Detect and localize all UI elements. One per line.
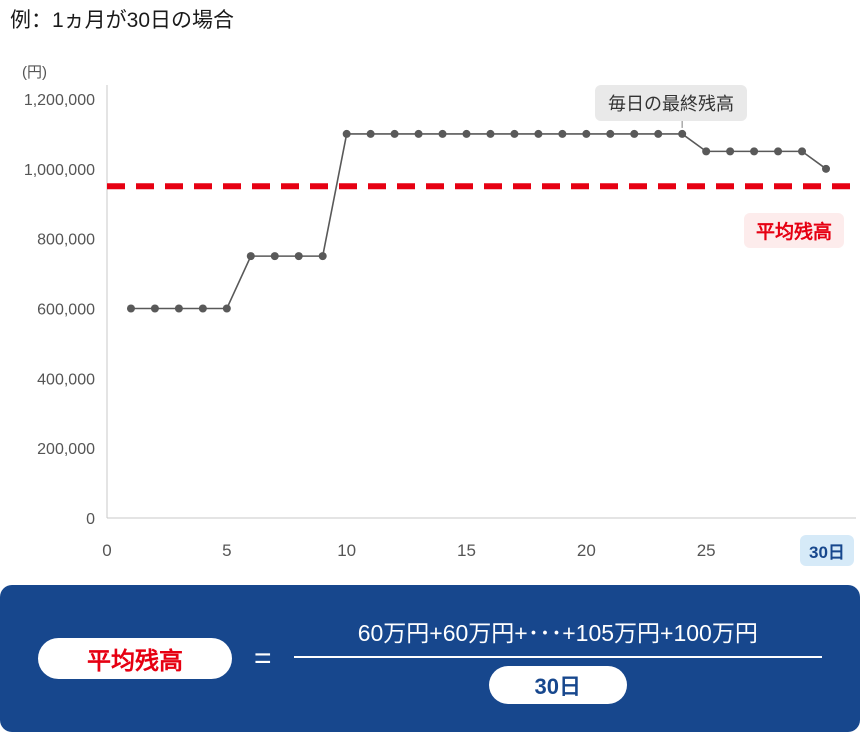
chart-area: 1,200,000 1,000,000 800,000 600,000 400,000 2… — [0, 58, 860, 575]
average-balance-pill: 平均残高 — [38, 638, 232, 679]
data-point — [222, 304, 231, 313]
y-tick-label: 200,000 — [37, 441, 95, 458]
data-point — [774, 147, 783, 156]
y-tick-label: 1,200,000 — [24, 92, 95, 109]
x-tick-label: 15 — [457, 541, 476, 560]
data-point — [174, 304, 183, 313]
data-point — [798, 147, 807, 156]
data-point — [294, 252, 303, 261]
data-point — [510, 129, 519, 138]
data-point — [486, 129, 495, 138]
data-point — [606, 129, 615, 138]
fraction-numerator: 60万円+60万円+･･･+105万円+100万円 — [357, 619, 758, 646]
balance-line-chart: 1,200,000 1,000,000 800,000 600,000 400,000 2… — [24, 85, 856, 560]
fraction-line — [293, 655, 822, 658]
data-point — [630, 129, 639, 138]
data-point — [750, 147, 759, 156]
data-point — [366, 129, 375, 138]
page-title: 例：1ヵ月が30日の場合 — [10, 9, 235, 32]
data-point — [270, 252, 279, 261]
data-point — [702, 147, 711, 156]
series-label-badge: 毎日の最終残高 — [595, 85, 747, 121]
data-point — [198, 304, 207, 313]
x-tick-day30: 30日 — [800, 535, 854, 566]
data-point — [558, 129, 567, 138]
data-point — [390, 129, 399, 138]
data-point — [678, 129, 687, 138]
data-point — [150, 304, 159, 313]
y-tick-label: 400,000 — [37, 371, 95, 388]
formula-banner: 平均残高 = 60万円+60万円+･･･+105万円+100万円 30日 — [0, 585, 860, 732]
fraction-denominator-label: 30日 — [534, 673, 581, 699]
y-tick-label: 0 — [86, 511, 95, 528]
data-point — [582, 129, 591, 138]
fraction: 60万円+60万円+･･･+105万円+100万円 30日 — [293, 614, 822, 704]
data-point — [726, 147, 735, 156]
data-point — [654, 129, 663, 138]
x-tick-label: 20 — [577, 541, 596, 560]
x-tick-label: 5 — [222, 541, 231, 560]
data-point — [318, 252, 327, 261]
series-label: 毎日の最終残高 — [608, 94, 734, 114]
average-balance-pill-label: 平均残高 — [87, 648, 183, 675]
balance-line — [130, 133, 827, 310]
average-label-badge: 平均残高 — [744, 213, 845, 248]
equals-sign: = — [254, 641, 272, 675]
x-tick-label: 10 — [337, 541, 356, 560]
data-point — [246, 252, 255, 261]
y-tick-label: 1,000,000 — [24, 162, 95, 179]
data-point — [126, 304, 135, 313]
y-axis-unit-label: (円) — [22, 64, 47, 81]
data-point — [414, 129, 423, 138]
average-label: 平均残高 — [756, 222, 833, 243]
data-point — [462, 129, 471, 138]
data-point — [534, 129, 543, 138]
data-point — [822, 164, 830, 173]
data-point — [342, 129, 351, 138]
fraction-denominator-pill: 30日 — [488, 665, 627, 704]
x-tick-day30-label: 30日 — [809, 543, 845, 562]
data-point — [438, 129, 447, 138]
y-tick-label: 600,000 — [37, 302, 95, 319]
x-tick-label: 25 — [697, 541, 716, 560]
x-tick-label: 0 — [102, 541, 111, 560]
y-tick-label: 800,000 — [37, 232, 95, 249]
